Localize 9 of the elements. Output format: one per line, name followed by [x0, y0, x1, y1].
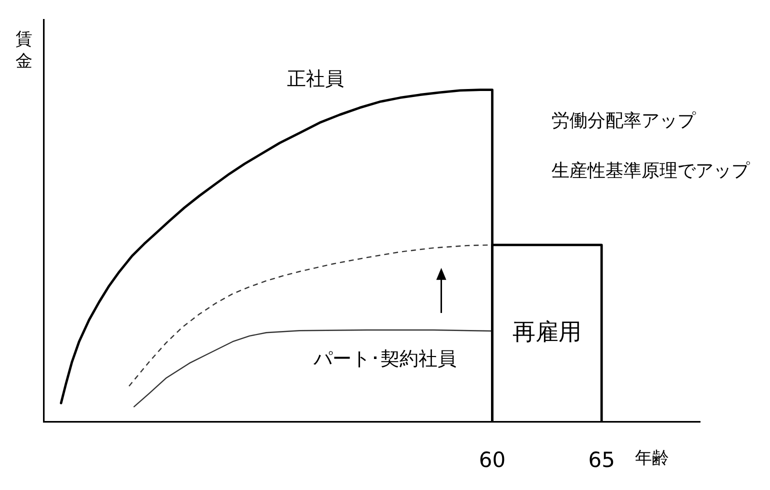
x-tick-label: 60 [478, 448, 506, 472]
series-label: 再雇用 [512, 319, 582, 346]
annotation: 生産性基準原理でアップ [551, 160, 750, 182]
series-label: 正社員 [286, 68, 344, 90]
series-label: パート･契約社員 [312, 348, 456, 370]
x-axis-title: 年齢 [635, 448, 669, 468]
x-tick-label: 65 [588, 448, 615, 472]
annotation: 労働分配率アップ [551, 110, 696, 132]
y-axis-title: 賃金 [16, 29, 32, 72]
